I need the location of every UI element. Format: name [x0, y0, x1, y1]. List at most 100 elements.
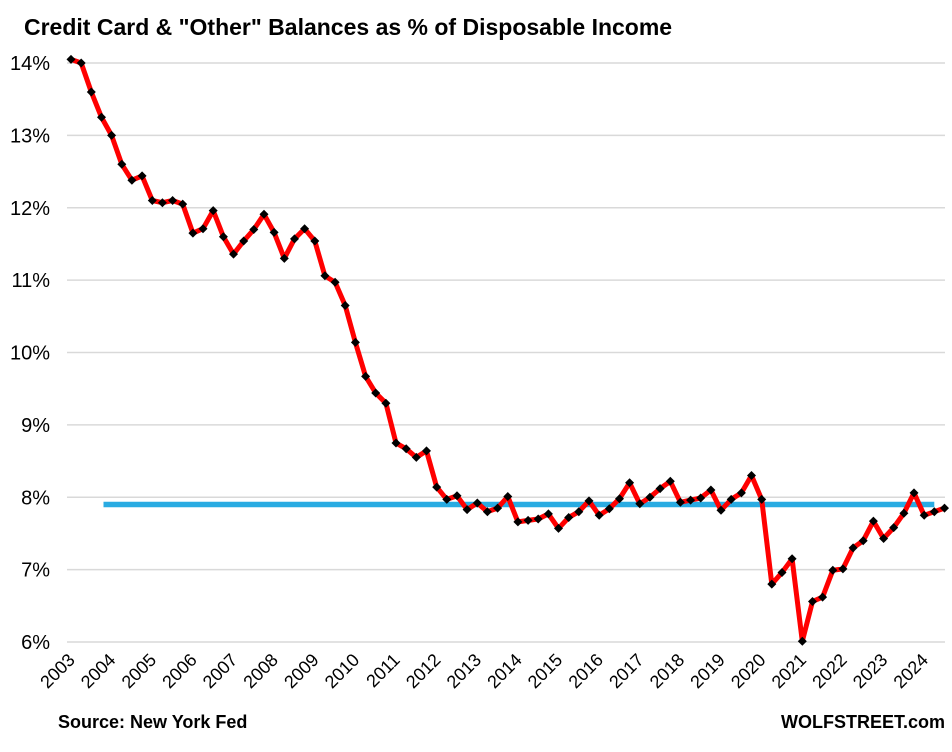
data-point-markers — [66, 54, 949, 646]
x-tick-label: 2011 — [362, 650, 404, 692]
diamond-marker — [157, 198, 167, 208]
diamond-marker — [757, 494, 767, 504]
x-tick-label: 2005 — [118, 650, 160, 692]
diamond-marker — [381, 398, 391, 408]
diamond-marker — [797, 636, 807, 646]
diamond-marker — [290, 234, 299, 244]
x-tick-label: 2017 — [605, 650, 647, 692]
x-tick-label: 2019 — [686, 650, 728, 692]
diamond-marker — [86, 87, 96, 97]
data-series-line — [68, 56, 947, 644]
diamond-marker — [889, 523, 899, 533]
diamond-marker — [188, 228, 198, 238]
diamond-marker — [239, 236, 249, 246]
x-tick-label: 2018 — [646, 650, 688, 692]
x-tick-label: 2006 — [158, 650, 200, 692]
diamond-marker — [665, 476, 675, 486]
x-tick-label: 2004 — [77, 650, 119, 692]
diamond-marker — [787, 554, 797, 564]
diamond-marker — [168, 196, 178, 205]
diamond-marker — [929, 507, 939, 517]
diamond-marker — [350, 337, 360, 347]
diamond-marker — [696, 493, 706, 503]
diamond-marker — [675, 497, 685, 507]
diamond-marker — [249, 225, 259, 234]
diamond-marker — [716, 505, 726, 515]
diamond-marker — [76, 58, 86, 68]
diamond-marker — [472, 498, 482, 508]
diamond-marker — [310, 236, 320, 246]
y-tick-label: 13% — [10, 125, 50, 147]
diamond-marker — [229, 249, 238, 259]
x-tick-label: 2003 — [36, 650, 78, 692]
diamond-marker — [574, 507, 584, 517]
diamond-marker — [503, 492, 513, 501]
diamond-marker — [330, 277, 340, 287]
diamond-marker — [635, 499, 645, 509]
x-tick-label: 2010 — [321, 650, 363, 692]
diamond-marker — [604, 504, 614, 514]
diamond-marker — [371, 388, 381, 398]
diamond-marker — [726, 494, 736, 504]
y-tick-label: 6% — [21, 632, 50, 654]
diamond-marker — [940, 503, 949, 513]
diamond-marker — [218, 232, 228, 242]
y-tick-label: 10% — [10, 343, 50, 365]
diamond-marker — [767, 579, 777, 589]
diamond-marker — [493, 503, 503, 513]
diamond-marker — [736, 488, 746, 498]
diamond-marker — [584, 496, 594, 506]
diamond-marker — [513, 517, 523, 527]
x-tick-label: 2023 — [849, 650, 891, 692]
diamond-marker — [686, 495, 696, 505]
diamond-marker — [401, 444, 411, 454]
diamond-marker — [198, 224, 208, 234]
diamond-marker — [899, 508, 909, 518]
diamond-marker — [411, 452, 421, 462]
diamond-marker — [645, 492, 655, 502]
diamond-marker — [97, 112, 106, 122]
x-tick-label: 2016 — [565, 650, 607, 692]
x-tick-label: 2007 — [199, 650, 241, 692]
diamond-marker — [178, 199, 188, 209]
diamond-marker — [777, 568, 787, 577]
x-tick-label: 2012 — [402, 650, 444, 692]
gridlines — [67, 62, 945, 643]
diamond-marker — [391, 438, 401, 448]
diamond-marker — [442, 494, 452, 504]
diamond-marker — [432, 482, 442, 492]
diamond-marker — [838, 564, 848, 574]
diamond-marker — [482, 507, 492, 517]
diamond-marker — [594, 510, 604, 520]
chart-title: Credit Card & "Other" Balances as % of D… — [24, 14, 673, 40]
diamond-marker — [300, 224, 310, 234]
diamond-marker — [340, 301, 350, 310]
diamond-marker — [564, 513, 574, 522]
diamond-marker — [127, 175, 137, 185]
diamond-marker — [533, 514, 543, 524]
diamond-marker — [919, 510, 929, 520]
y-tick-label: 8% — [21, 487, 50, 509]
x-tick-label: 2020 — [727, 650, 769, 692]
diamond-marker — [818, 592, 828, 602]
diamond-marker — [462, 505, 472, 515]
x-tick-label: 2009 — [280, 650, 322, 692]
diamond-marker — [909, 488, 919, 498]
x-tick-label: 2008 — [239, 650, 281, 692]
y-tick-label: 11% — [11, 270, 50, 292]
diamond-marker — [828, 565, 838, 575]
diamond-marker — [747, 471, 756, 480]
source-note: Source: New York Fed — [58, 712, 248, 732]
diamond-marker — [66, 54, 76, 64]
diamond-marker — [422, 446, 431, 456]
diamond-marker — [320, 271, 330, 281]
diamond-marker — [868, 516, 878, 526]
diamond-marker — [808, 597, 817, 606]
diamond-marker — [137, 171, 147, 181]
y-tick-label: 9% — [21, 415, 50, 437]
diamond-marker — [554, 523, 563, 533]
y-tick-label: 12% — [10, 198, 50, 220]
diamond-marker — [208, 206, 218, 216]
diamond-marker — [543, 509, 553, 519]
